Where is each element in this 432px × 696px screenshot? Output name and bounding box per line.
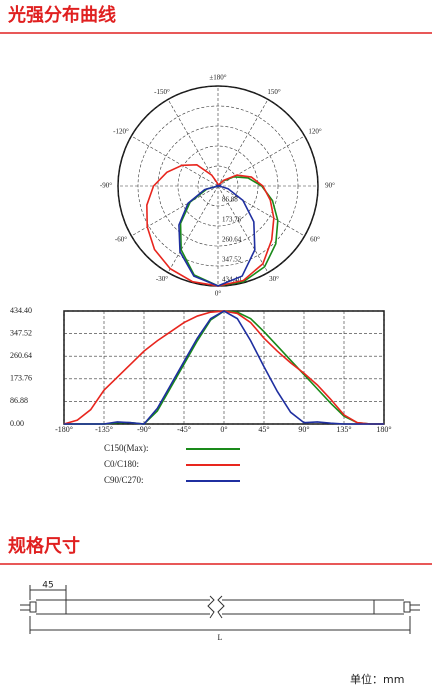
x-tick-label: 135° [336,425,351,434]
angle-tick-label: 120° [308,128,322,136]
dimension-label: 45 [42,581,53,591]
section-title: 光强分布曲线 [7,4,116,26]
angle-tick-label: -90° [100,182,112,190]
r-tick-label: 260.64 [222,236,242,244]
angle-tick-label: -60° [115,236,127,244]
grid-spoke [217,185,269,273]
grid-spoke [167,185,219,273]
x-tick-label: 0° [220,425,227,434]
y-tick-label: 173.76 [10,374,32,383]
legend-label: C0/C180: [104,459,139,469]
polar-curve [178,184,256,287]
x-tick-label: -45° [177,425,191,434]
y-tick-label: 347.52 [10,328,32,337]
y-tick-label: 434.40 [10,306,32,315]
x-tick-label: -180° [55,425,73,434]
section-title: 规格尺寸 [8,535,80,557]
polar-curve [146,164,275,287]
line-series [64,310,384,425]
grid-spoke [217,99,269,187]
angle-tick-label: -120° [113,128,129,136]
legend-label: C150(Max): [104,443,149,453]
x-tick-label: -90° [137,425,151,434]
x-tick-label: 180° [376,425,391,434]
y-tick-label: 0.00 [10,419,24,428]
r-tick-label: 173.76 [222,216,242,224]
angle-tick-label: 60° [310,236,320,244]
grid-spoke [167,99,219,187]
angle-tick-label: ±180° [209,74,226,82]
length-label: L [218,633,223,642]
angle-tick-label: -150° [154,88,170,96]
angle-tick-label: 0° [215,290,222,298]
x-tick-label: -135° [95,425,113,434]
polar-curve [179,175,279,287]
angle-tick-label: -30° [156,275,168,283]
tube-drawing [20,585,420,634]
y-tick-label: 86.88 [10,396,28,405]
legend-label: C90/C270: [104,475,144,485]
angle-tick-label: 150° [267,88,281,96]
x-tick-label: 90° [298,425,309,434]
grid-spoke [217,185,305,237]
grid-spoke [131,185,219,237]
angle-tick-label: 30° [269,275,279,283]
angle-tick-label: 90° [325,182,335,190]
unit-label: 单位：mm [350,672,404,686]
r-tick-label: 347.52 [222,256,242,264]
r-tick-label: 86.88 [222,196,238,204]
grid-spoke [131,135,219,187]
x-tick-label: 45° [258,425,269,434]
y-tick-label: 260.64 [10,351,32,360]
